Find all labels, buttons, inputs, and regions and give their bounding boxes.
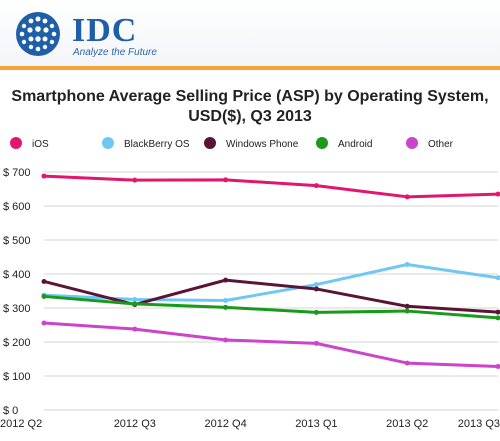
data-point-4-0 xyxy=(41,320,47,326)
legend-label-0: iOS xyxy=(32,139,49,150)
chart-title-line-2: USD($), Q3 2013 xyxy=(188,108,312,125)
chart-title-line-1: Smartphone Average Selling Price (ASP) b… xyxy=(11,88,489,105)
x-tick-label-4: 2013 Q2 xyxy=(386,418,428,430)
y-tick-label-5: $ 500 xyxy=(3,235,31,247)
data-point-1-1 xyxy=(132,297,138,302)
x-tick-label-5: 2013 Q3 xyxy=(458,418,500,430)
data-point-1-3 xyxy=(313,282,319,288)
data-point-1-2 xyxy=(223,298,229,304)
legend-label-1: BlackBerry OS xyxy=(124,139,190,150)
legend-marker-1 xyxy=(102,137,114,149)
data-point-0-3 xyxy=(313,183,319,189)
legend-marker-0 xyxy=(10,137,22,149)
data-point-2-4 xyxy=(404,303,410,309)
y-tick-label-6: $ 600 xyxy=(3,201,31,213)
series-line-0 xyxy=(42,174,500,199)
data-point-1-4 xyxy=(404,261,410,267)
y-tick-label-2: $ 200 xyxy=(3,337,31,349)
idc-globe-logo-icon xyxy=(16,12,60,56)
data-point-4-3 xyxy=(313,340,319,346)
data-point-2-0 xyxy=(41,278,47,284)
legend-marker-3 xyxy=(316,137,328,149)
idc-tagline: Analyze the Future xyxy=(73,47,157,58)
y-tick-label-1: $ 100 xyxy=(3,371,31,383)
data-point-3-4 xyxy=(404,308,410,314)
data-point-2-3 xyxy=(313,286,319,292)
data-point-3-3 xyxy=(313,309,319,315)
data-point-1-5 xyxy=(495,275,500,281)
x-tick-label-1: 2012 Q3 xyxy=(114,418,156,430)
series-line-3 xyxy=(42,294,500,320)
legend-label-2: Windows Phone xyxy=(226,139,299,150)
x-tick-label-3: 2013 Q1 xyxy=(295,418,337,430)
legend-marker-2 xyxy=(204,137,216,149)
series-line-1 xyxy=(42,262,500,303)
data-point-3-2 xyxy=(223,304,229,310)
data-point-3-1 xyxy=(132,301,138,307)
y-tick-label-0: $ 0 xyxy=(3,405,18,417)
data-point-0-1 xyxy=(132,177,138,183)
series-line-2 xyxy=(42,278,500,314)
x-tick-label-0: 2012 Q2 xyxy=(0,418,42,430)
legend-marker-4 xyxy=(406,137,418,149)
x-tick-label-2: 2012 Q4 xyxy=(204,418,246,430)
header-banner: IDC Analyze the Future xyxy=(0,0,500,66)
data-point-4-2 xyxy=(223,337,229,343)
header-divider xyxy=(0,66,500,70)
y-tick-label-7: $ 700 xyxy=(3,167,31,179)
chart-title: Smartphone Average Selling Price (ASP) b… xyxy=(0,87,500,127)
idc-logo-text: IDC xyxy=(72,12,138,49)
series-line-4 xyxy=(42,321,500,368)
data-point-4-1 xyxy=(132,326,138,332)
data-point-3-0 xyxy=(41,293,47,299)
data-point-0-5 xyxy=(495,191,500,197)
y-tick-label-4: $ 400 xyxy=(3,269,31,281)
y-tick-label-3: $ 300 xyxy=(3,303,31,315)
data-point-2-2 xyxy=(223,277,229,283)
data-point-0-0 xyxy=(41,173,47,179)
data-point-3-5 xyxy=(495,315,500,321)
data-point-4-4 xyxy=(404,360,410,366)
data-point-2-5 xyxy=(495,309,500,315)
data-point-4-5 xyxy=(495,363,500,369)
legend-label-4: Other xyxy=(428,139,454,150)
data-point-0-2 xyxy=(223,177,229,183)
legend-label-3: Android xyxy=(338,139,372,150)
data-point-0-4 xyxy=(404,194,410,200)
line-chart: iOS BlackBerry OS Windows Phone Android Othe… xyxy=(0,137,500,430)
